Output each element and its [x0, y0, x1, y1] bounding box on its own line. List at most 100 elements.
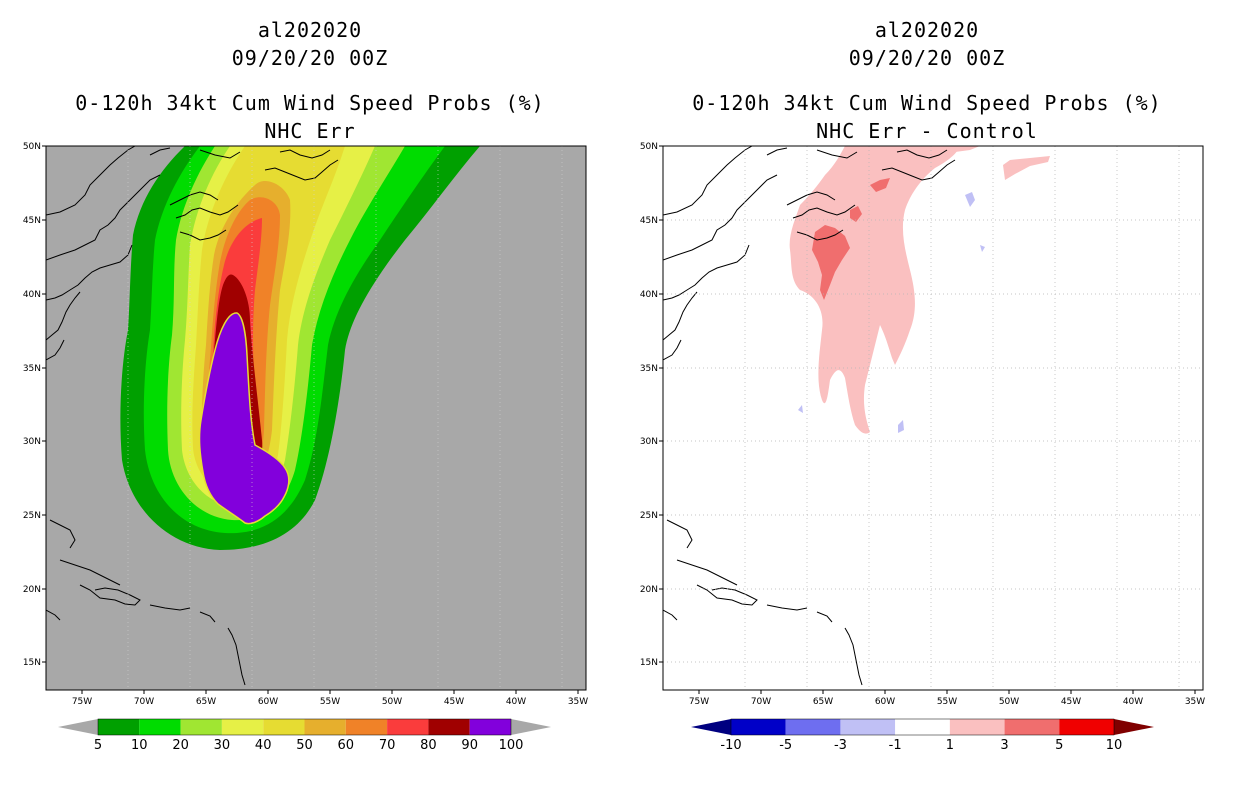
right-colorbar-swatch	[1004, 719, 1060, 735]
left-lon-label: 45W	[444, 697, 464, 707]
left-colorbar-swatch	[221, 719, 264, 735]
left-map-frame	[45, 145, 587, 691]
right-colorbar-label: 1	[946, 738, 954, 753]
right-colorbar-label: 5	[1055, 738, 1063, 753]
left-colorbar-label: 5	[94, 738, 102, 753]
left-lat-label: 40N	[23, 290, 41, 300]
right-lon-label: 35W	[1185, 697, 1205, 707]
left-colorbar-swatch	[469, 719, 511, 735]
right-lat-label: 20N	[640, 585, 658, 595]
right-coastlines	[663, 146, 956, 686]
right-map-background	[663, 146, 1203, 690]
diff-plus1-east	[1003, 156, 1050, 180]
right-colorbar-swatch	[949, 719, 1005, 735]
right-lat-label: 40N	[640, 290, 658, 300]
left-colorbar-label: 20	[172, 738, 189, 753]
right-grid-dots	[663, 146, 1203, 690]
left-colorbar-outline	[97, 718, 512, 736]
left-colorbar-label: 90	[461, 738, 478, 753]
left-lat-label: 30N	[23, 437, 41, 447]
right-map-panel: 50N 45N 40N 35N 30N 25N 20N 15N 75W 70W 65W 60W 55W…	[640, 142, 1205, 707]
right-colorbar-low-arrow	[691, 719, 731, 735]
left-lon-label: 60W	[258, 697, 278, 707]
left-lat-axis: 50N 45N 40N 35N 30N 25N 20N 15N	[23, 142, 46, 668]
left-lon-axis: 75W 70W 65W 60W 55W 50W 45W 40W 35W	[72, 690, 588, 707]
right-lon-label: 65W	[813, 697, 833, 707]
left-colorbar-swatch	[345, 719, 388, 735]
right-map-frame	[662, 145, 1204, 691]
diff-minus3-a	[965, 192, 975, 207]
left-lat-label: 45N	[23, 216, 41, 226]
left-title-date: 09/20/20 00Z	[231, 46, 389, 70]
right-difference-contours	[663, 146, 1203, 690]
right-colorbar-high-arrow	[1114, 719, 1154, 735]
right-lon-label: 60W	[875, 697, 895, 707]
right-colorbar-label: -5	[779, 738, 792, 753]
left-lon-label: 55W	[320, 697, 340, 707]
left-lat-label: 20N	[23, 585, 41, 595]
left-coastlines	[46, 146, 339, 686]
left-lat-label: 35N	[23, 364, 41, 374]
right-colorbar-label: -1	[889, 738, 902, 753]
left-lon-label: 75W	[72, 697, 92, 707]
left-colorbar-low-arrow	[58, 719, 98, 735]
right-lon-label: 70W	[751, 697, 771, 707]
right-colorbar-swatch	[731, 719, 786, 735]
right-lon-axis: 75W 70W 65W 60W 55W 50W 45W 40W 35W	[689, 690, 1205, 707]
right-colorbar-swatch	[1059, 719, 1114, 735]
right-colorbar-label: 10	[1106, 738, 1123, 753]
right-colorbar-label: -3	[834, 738, 847, 753]
right-colorbar-swatch	[840, 719, 896, 735]
left-grid-dots	[127, 146, 563, 690]
diff-plus3-b	[870, 178, 890, 192]
diff-plus1-main	[789, 146, 960, 434]
right-title-storm: al202020	[874, 18, 980, 42]
right-lon-label: 75W	[689, 697, 709, 707]
diff-minus3-b	[980, 245, 985, 252]
right-colorbar-label: -10	[720, 738, 741, 753]
left-colorbar-swatch	[98, 719, 140, 735]
right-colorbar-outline	[730, 718, 1115, 736]
right-colorbar-swatch	[785, 719, 841, 735]
right-colorbar-swatch	[895, 719, 950, 735]
left-colorbar-swatch	[180, 719, 222, 735]
left-lon-label: 70W	[134, 697, 154, 707]
diff-minus3-c	[898, 420, 904, 433]
left-lon-label: 40W	[506, 697, 526, 707]
left-colorbar-swatch	[263, 719, 305, 735]
right-lat-label: 35N	[640, 364, 658, 374]
left-colorbar: 5 10 20 30 40 50 60 70 80 90 100	[58, 718, 551, 753]
left-lon-label: 50W	[382, 697, 402, 707]
left-colorbar-label: 10	[131, 738, 148, 753]
left-colorbar-label: 50	[296, 738, 313, 753]
left-colorbar-high-arrow	[511, 719, 551, 735]
right-title-date: 09/20/20 00Z	[848, 46, 1006, 70]
left-title-storm: al202020	[257, 18, 363, 42]
left-colorbar-label: 70	[379, 738, 396, 753]
diff-plus3-c	[850, 206, 862, 222]
left-colorbar-swatch	[387, 719, 429, 735]
left-map-panel: 50N 45N 40N 35N 30N 25N 20N 15N 75W 70W 65W 60W 55W…	[23, 142, 588, 707]
left-colorbar-label: 30	[214, 738, 231, 753]
left-lat-label: 25N	[23, 511, 41, 521]
diff-plus3-a	[812, 225, 850, 300]
left-colorbar-label: 60	[338, 738, 355, 753]
right-title-variant: NHC Err - Control	[816, 119, 1038, 143]
right-lat-label: 45N	[640, 216, 658, 226]
right-lat-label: 50N	[640, 142, 658, 152]
left-title-product: 0-120h 34kt Cum Wind Speed Probs (%)	[75, 91, 545, 115]
contour-90	[198, 312, 290, 525]
left-colorbar-swatch	[139, 719, 181, 735]
right-lat-label: 30N	[640, 437, 658, 447]
left-colorbar-swatch	[428, 719, 470, 735]
right-title-product: 0-120h 34kt Cum Wind Speed Probs (%)	[692, 91, 1162, 115]
right-lon-label: 55W	[937, 697, 957, 707]
left-colorbar-label: 40	[255, 738, 272, 753]
right-lon-label: 40W	[1123, 697, 1143, 707]
right-lon-label: 45W	[1061, 697, 1081, 707]
left-probability-contours	[46, 146, 563, 690]
right-colorbar-label: 3	[1000, 738, 1008, 753]
right-lat-label: 15N	[640, 658, 658, 668]
right-lat-axis: 50N 45N 40N 35N 30N 25N 20N 15N	[640, 142, 663, 668]
